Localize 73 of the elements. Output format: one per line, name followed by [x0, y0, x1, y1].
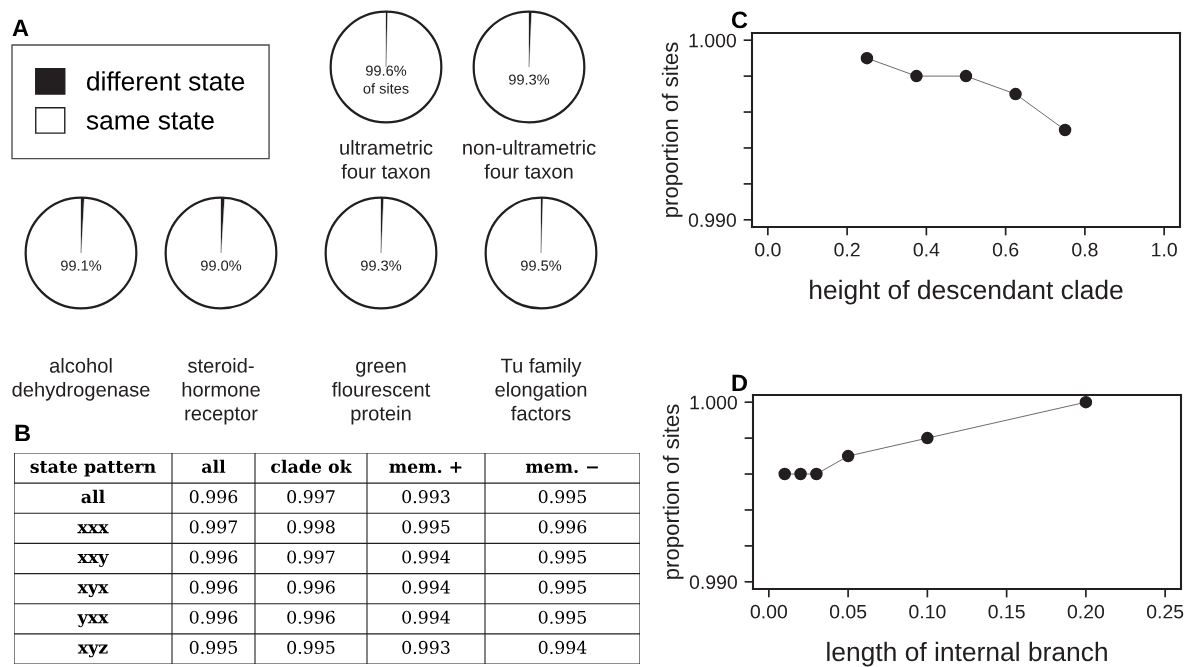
data-label: 0.995: [189, 640, 238, 654]
y-tick-label: 1.000: [689, 33, 736, 48]
x-tick-label: mem. −: [525, 463, 598, 474]
x-tick-label: 0.20: [1067, 604, 1105, 619]
data-label: 0.994: [402, 580, 450, 594]
data-label: 0.997: [287, 550, 335, 564]
x-tick-label: 0.6: [992, 242, 1019, 257]
y-tick-label: 0.990: [688, 213, 736, 228]
x-tick-label: all: [201, 459, 226, 474]
data-label: 0.996: [189, 580, 238, 594]
x-axis-title: length of internal branch: [827, 641, 1107, 667]
x-tick-label: 0.2: [834, 242, 860, 257]
data-label: 0.996: [287, 610, 335, 624]
x-tick-label: 0.4: [913, 242, 940, 257]
x-tick-label: 0.15: [988, 604, 1025, 619]
x-tick-label: 0.25: [1146, 604, 1184, 619]
y-tick-label: xyx: [77, 584, 109, 598]
data-label: 0.995: [538, 610, 587, 624]
x-tick-label: 0.05: [829, 604, 867, 619]
data-label: 99.6% of sites: [363, 65, 409, 94]
y-tick-label: xxx: [77, 524, 109, 534]
x-tick-label: clade ok: [271, 459, 352, 474]
text: non-ultrametric four taxon: [463, 140, 596, 179]
x-tick-label: mem. +: [389, 461, 462, 474]
data-label: 0.994: [402, 610, 450, 624]
y-tick-label: 1.000: [690, 395, 737, 410]
y-tick-label: xyz: [77, 644, 108, 658]
y-axis-title: proportion of sites: [662, 404, 684, 579]
data-label: 0.996: [287, 580, 335, 594]
text: A: [12, 19, 29, 37]
data-label: 0.995: [538, 550, 587, 564]
chart-title: B: [15, 424, 30, 442]
text: D: [732, 374, 748, 392]
data-label: 99.1%: [61, 260, 102, 271]
text: ultrametric four taxon: [340, 140, 433, 179]
data-label: 0.994: [402, 550, 450, 564]
data-label: 99.3%: [509, 74, 550, 85]
data-label: 99.3%: [361, 260, 402, 271]
legend-label: different state: [87, 71, 245, 91]
x-tick-label: 0.0: [755, 242, 781, 257]
data-label: 0.997: [189, 520, 238, 534]
x-tick-label: 0.00: [750, 604, 788, 619]
y-axis-title: state pattern: [30, 461, 156, 477]
data-label: 0.993: [402, 640, 450, 654]
data-label: 0.995: [287, 640, 335, 654]
y-axis-title: proportion of sites: [661, 42, 683, 217]
data-label: 99.5%: [521, 260, 562, 271]
y-tick-label: 0.990: [689, 575, 737, 590]
data-label: 99.0%: [201, 260, 242, 271]
x-tick-label: 1.0: [1152, 242, 1177, 257]
text: green flourescent protein: [332, 361, 431, 425]
text: alcohol dehydrogenase: [12, 358, 150, 401]
data-label: 0.998: [287, 520, 335, 534]
x-tick-label: 0.10: [909, 604, 946, 619]
y-tick-label: all: [81, 489, 105, 504]
x-axis-title: height of descendant clade: [810, 279, 1123, 305]
y-tick-label: xxy: [77, 554, 109, 567]
data-label: 0.996: [189, 610, 238, 624]
data-label: 0.995: [402, 520, 450, 534]
data-label: 0.996: [189, 490, 238, 504]
text: Tu family elongation factors: [495, 358, 587, 421]
legend-label: same state: [86, 112, 214, 130]
data-label: 0.993: [402, 490, 450, 504]
data-label: 0.994: [538, 640, 587, 654]
data-label: 0.996: [189, 550, 238, 564]
data-label: 0.996: [538, 520, 587, 534]
text: steroid- hormone receptor: [182, 358, 260, 425]
x-tick-label: 0.8: [1072, 242, 1098, 257]
data-label: 0.997: [287, 490, 335, 504]
data-label: 0.995: [538, 490, 587, 504]
data-label: 0.995: [538, 580, 587, 594]
y-tick-label: yxx: [77, 614, 109, 628]
text: C: [731, 11, 748, 29]
